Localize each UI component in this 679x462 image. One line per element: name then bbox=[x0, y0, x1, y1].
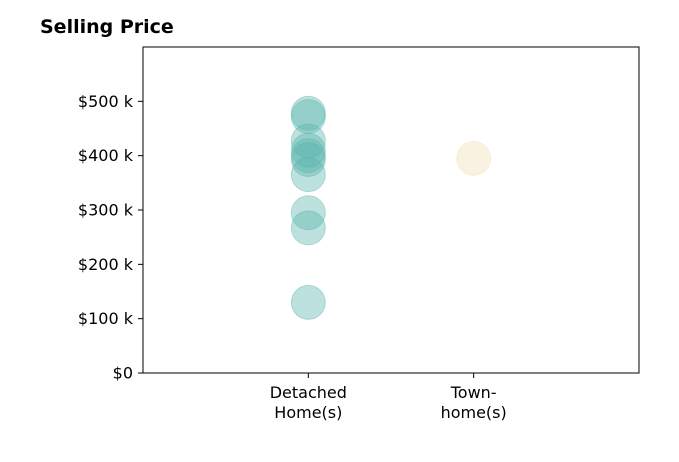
y-tick-label: $100 k bbox=[78, 309, 134, 328]
data-point bbox=[290, 195, 326, 231]
data-point bbox=[456, 140, 492, 176]
y-axis: $0 $100 k $200 k $300 k $400 k $500 k bbox=[78, 92, 143, 383]
y-tick-label: $0 bbox=[113, 364, 133, 383]
x-axis: Detached Home(s) Town-home(s) bbox=[270, 373, 507, 422]
y-tick-label: $200 k bbox=[78, 255, 134, 274]
data-point bbox=[290, 138, 326, 174]
data-point bbox=[290, 99, 326, 135]
data-point bbox=[290, 210, 326, 246]
x-tick-label: Town-home(s) bbox=[441, 383, 507, 422]
y-tick-label: $400 k bbox=[78, 146, 134, 165]
data-point bbox=[290, 95, 326, 131]
data-point bbox=[290, 157, 326, 193]
y-tick-label: $500 k bbox=[78, 92, 134, 111]
plot-area-frame bbox=[142, 46, 640, 374]
x-tick-label: Detached Home(s) bbox=[270, 383, 347, 422]
y-tick-label: $300 k bbox=[78, 201, 134, 220]
data-point bbox=[290, 141, 326, 177]
data-point bbox=[290, 284, 326, 320]
points-layer bbox=[290, 95, 492, 320]
chart-title: Selling Price bbox=[40, 16, 174, 38]
data-point bbox=[290, 123, 326, 159]
data-point bbox=[290, 132, 326, 168]
